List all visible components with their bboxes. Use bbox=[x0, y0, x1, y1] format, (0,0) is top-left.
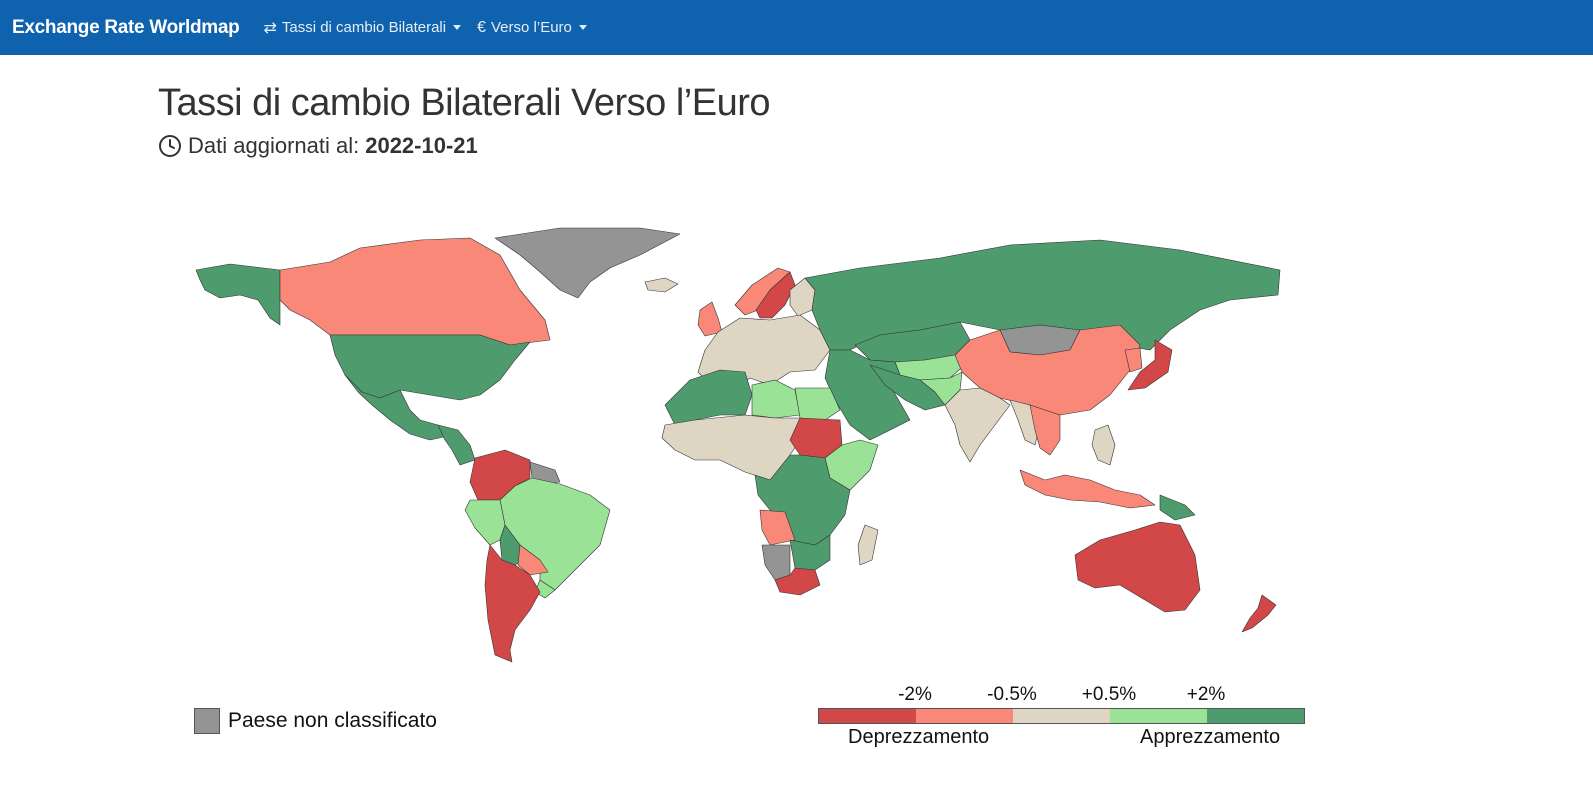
nav-euro-label: Verso l’Euro bbox=[491, 19, 572, 36]
angola[interactable] bbox=[759, 509, 796, 546]
madagascar[interactable] bbox=[857, 524, 879, 566]
canada[interactable] bbox=[279, 237, 551, 346]
bin-strong-appreciation bbox=[1207, 709, 1304, 723]
egypt[interactable] bbox=[794, 387, 841, 421]
bin-stable bbox=[1013, 709, 1110, 723]
bin-appreciation bbox=[1110, 709, 1207, 723]
japan[interactable] bbox=[1127, 339, 1173, 391]
arrows-exchange-icon: ⇄ bbox=[263, 19, 277, 37]
new-zealand[interactable] bbox=[1241, 594, 1277, 633]
brand-title[interactable]: Exchange Rate Worldmap bbox=[12, 16, 240, 38]
scale-bins bbox=[818, 708, 1305, 724]
iceland[interactable] bbox=[644, 277, 679, 293]
nav-bilateral-label: Tassi di cambio Bilaterali bbox=[281, 19, 447, 36]
bin-strong-depreciation bbox=[819, 709, 916, 723]
world-map bbox=[195, 227, 1281, 663]
color-scale-legend: -2% -0.5% +0.5% +2% Deprezzamento Apprez… bbox=[818, 684, 1308, 754]
clock-icon bbox=[159, 135, 181, 157]
tick-label: -2% bbox=[898, 684, 932, 705]
indochina[interactable] bbox=[1029, 404, 1061, 456]
updated-line: Dati aggiornati al: 2022-10-21 bbox=[158, 133, 770, 159]
page-title: Tassi di cambio Bilaterali Verso l’Euro bbox=[158, 82, 771, 124]
greenland[interactable] bbox=[494, 227, 681, 299]
papua[interactable] bbox=[1159, 494, 1196, 521]
bin-depreciation bbox=[916, 709, 1013, 723]
tick-label: +2% bbox=[1186, 684, 1226, 705]
caret-down-icon bbox=[578, 25, 587, 30]
india[interactable] bbox=[944, 387, 1011, 463]
central-america[interactable] bbox=[437, 424, 476, 466]
australia[interactable] bbox=[1074, 521, 1201, 613]
updated-label: Dati aggiornati al: bbox=[188, 133, 360, 158]
alaska[interactable] bbox=[195, 263, 281, 326]
tick-label: -0.5% bbox=[987, 684, 1037, 705]
nav-bilateral-dropdown[interactable]: ⇄ Tassi di cambio Bilaterali bbox=[263, 18, 462, 38]
peru[interactable] bbox=[464, 499, 506, 546]
unclassified-swatch bbox=[194, 708, 220, 734]
unclassified-label: Paese non classificato bbox=[228, 709, 437, 732]
depreciation-label: Deprezzamento bbox=[848, 726, 990, 748]
tick-label: +0.5% bbox=[1081, 684, 1137, 705]
updated-date: 2022-10-21 bbox=[365, 133, 478, 158]
south-africa[interactable] bbox=[774, 567, 821, 596]
appreciation-label: Apprezzamento bbox=[1140, 726, 1281, 748]
chile-argentina[interactable] bbox=[484, 544, 541, 663]
philippines[interactable] bbox=[1091, 424, 1116, 466]
uk[interactable] bbox=[697, 301, 723, 337]
page-header: Tassi di cambio Bilaterali Verso l’Euro … bbox=[158, 82, 771, 159]
caret-down-icon bbox=[453, 25, 462, 30]
nav-euro-dropdown[interactable]: € Verso l’Euro bbox=[477, 19, 587, 37]
paraguay[interactable] bbox=[517, 544, 549, 576]
indonesia[interactable] bbox=[1019, 469, 1156, 509]
libya[interactable] bbox=[751, 379, 801, 419]
legend-unclassified: Paese non classificato bbox=[194, 708, 437, 734]
korea[interactable] bbox=[1124, 347, 1143, 373]
euro-icon: € bbox=[477, 18, 486, 36]
namibia[interactable] bbox=[761, 544, 791, 581]
navbar: Exchange Rate Worldmap ⇄ Tassi di cambio… bbox=[0, 0, 1593, 55]
